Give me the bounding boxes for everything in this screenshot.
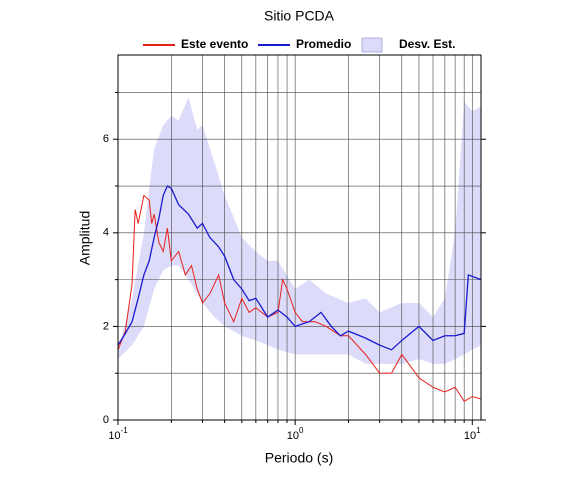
legend-label: Desv. Est. [399,37,455,51]
x-tick-exponent: 0 [299,426,304,435]
legend-label: Este evento [181,37,248,51]
x-tick-exponent: 1 [476,426,481,435]
chart-title: Sitio PCDA [264,8,335,24]
y-axis-label: Amplitud [77,211,93,265]
x-tick-label: 101 [464,426,481,442]
x-tick-exponent: -1 [121,426,129,435]
y-tick-label: 4 [103,227,109,239]
x-tick-base: 10 [464,430,476,442]
plot-frame [117,54,482,421]
y-tick-label: 0 [103,414,109,426]
legend-label: Promedio [296,37,351,51]
x-axis-label: Periodo (s) [265,450,333,466]
legend-swatch [361,37,383,53]
x-tick-label: 100 [287,426,304,442]
x-tick-base: 10 [287,430,299,442]
series-line [117,194,482,402]
series-line [117,185,482,351]
y-tick-label: 2 [103,320,109,332]
y-tick-label: 6 [103,133,109,145]
std-band [118,97,481,364]
x-tick-label: 10-1 [108,426,128,442]
x-tick-base: 10 [108,430,120,442]
